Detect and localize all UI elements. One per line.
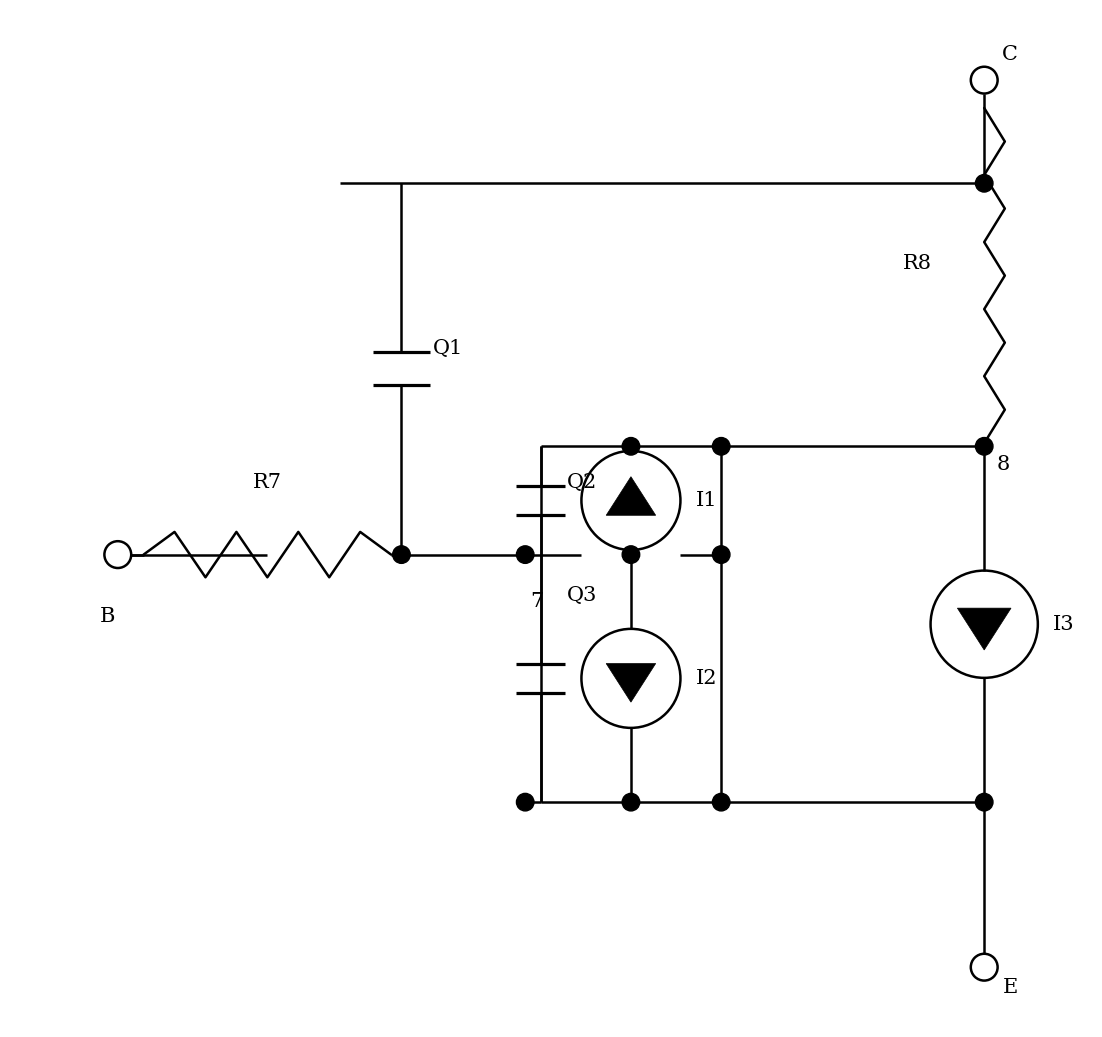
Circle shape [975,793,993,811]
Circle shape [623,545,639,563]
Text: B: B [100,607,116,626]
Text: Q3: Q3 [566,586,597,606]
Text: C: C [1002,45,1018,64]
Circle shape [712,545,730,563]
Circle shape [623,438,639,455]
Text: 7: 7 [530,591,543,611]
Text: R8: R8 [903,254,931,273]
Text: I3: I3 [1054,615,1074,634]
Circle shape [517,545,534,563]
Polygon shape [606,664,656,702]
Polygon shape [958,608,1011,650]
Circle shape [975,174,993,192]
Text: E: E [1003,978,1017,998]
Circle shape [623,793,639,811]
Text: 8: 8 [996,455,1009,474]
Circle shape [392,545,410,563]
Circle shape [975,438,993,455]
Circle shape [712,438,730,455]
Text: I1: I1 [696,491,717,510]
Polygon shape [606,477,656,515]
Text: I2: I2 [696,669,717,688]
Text: Q2: Q2 [566,473,596,492]
Circle shape [712,793,730,811]
Text: Q1: Q1 [433,339,463,358]
Circle shape [517,793,534,811]
Text: R7: R7 [252,473,282,492]
